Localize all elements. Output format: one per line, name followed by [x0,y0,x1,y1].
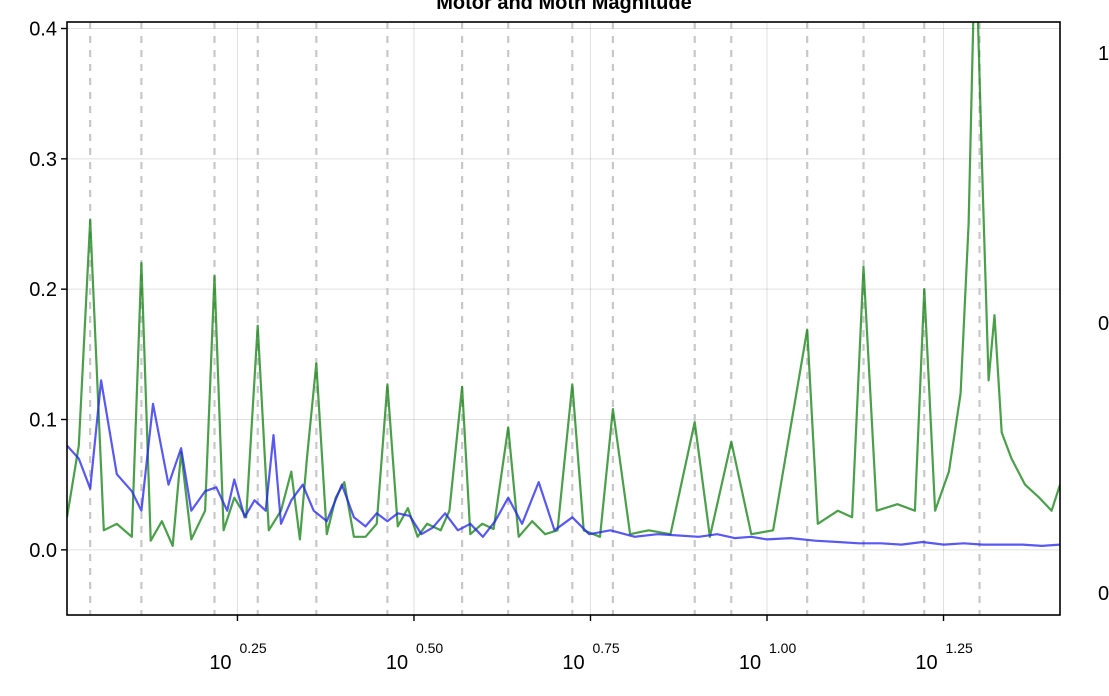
series-line-1 [67,379,1060,547]
right-axis-label-1: 0 [1098,313,1109,335]
series-layer [67,22,1060,547]
x-tick-exponent-1: 0.50 [416,640,443,656]
reference-lines [89,22,981,615]
x-tick-exponent-4: 1.25 [946,640,973,656]
y-tick-label-0: 0.0 [29,540,57,562]
plot-frame [66,21,1061,616]
x-tick-exponent-2: 0.75 [592,640,619,656]
right-axis-label-2: 0 [1098,583,1109,605]
x-tick-label-3: 10 [739,652,761,674]
x-tick-exponent-0: 0.25 [239,640,266,656]
series-line-0 [67,22,1060,547]
right-axis-label-0: 1 [1098,43,1109,65]
y-tick-label-1: 0.1 [29,410,57,432]
y-tick-label-4: 0.4 [29,19,57,41]
x-tick-label-0: 10 [209,652,231,674]
x-axis-ticks: 10 0.25 10 0.50 10 0.75 10 1.00 10 1.25 [209,615,973,674]
y-tick-label-3: 0.3 [29,149,57,171]
grid-layer [67,22,1060,615]
x-tick-label-1: 10 [386,652,408,674]
x-tick-label-4: 10 [915,652,937,674]
y-axis-ticks: 0.0 0.1 0.2 0.3 0.4 [29,19,67,562]
x-tick-exponent-3: 1.00 [769,640,796,656]
right-axis-labels: 1 0 0 [1098,43,1109,605]
chart-title: Motor and Moth Magnitude [436,0,692,14]
x-tick-label-2: 10 [562,652,584,674]
y-tick-label-2: 0.2 [29,279,57,301]
